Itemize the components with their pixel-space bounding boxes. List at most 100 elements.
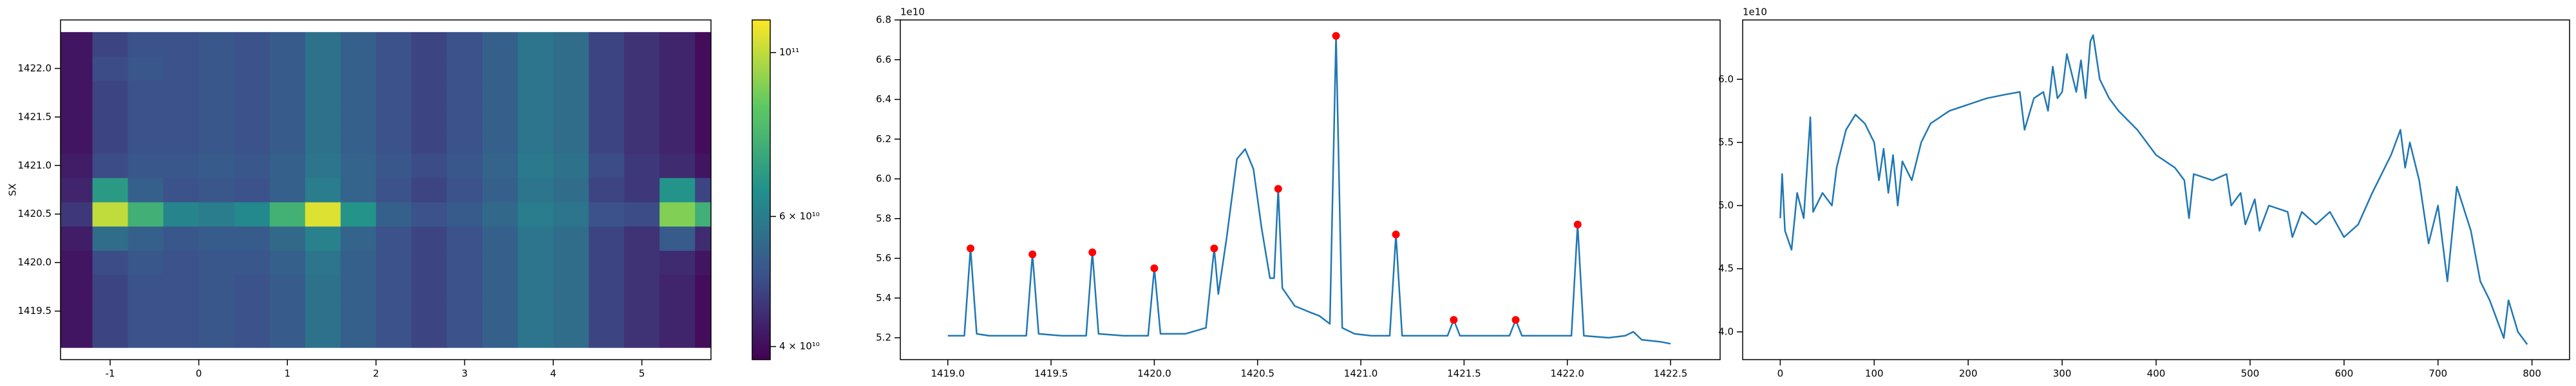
peak-marker [967,244,975,253]
heatmap-cell [482,153,518,178]
heatmap-cell [375,275,412,300]
x-tick-label: 1 [284,368,290,380]
heatmap-cell [553,178,589,203]
heatmap-cell [61,275,93,300]
heatmap-cell [446,201,483,227]
heatmap-cell [375,226,412,251]
peak-marker [1332,32,1340,40]
heatmap-cell [198,275,235,300]
heatmap-cell [589,105,625,130]
x-tick-label: 5 [639,368,645,380]
x-tick-label: -1 [106,368,115,380]
heatmap-cell [269,323,306,348]
heatmap-cell [375,129,412,154]
heatmap-cell [518,105,554,130]
heatmap-cell [305,226,341,251]
heatmap-cell [553,275,589,300]
y-tick-label: 6.0 [1718,73,1734,85]
heatmap-cell [553,250,589,275]
heatmap-cell [61,129,93,154]
heatmap-cell [234,80,270,106]
peak-marker [1210,244,1218,253]
heatmap-cell [659,153,696,178]
heatmap-cell [340,275,377,300]
heatmap-cell [128,275,164,300]
heatmap-cell [375,178,412,203]
heatmap-cell [198,323,235,348]
heatmap-cell [92,153,129,178]
heatmap-cell [518,299,554,324]
heatmap-cell [446,153,483,178]
heatmap-cell [553,80,589,106]
heatmap-cell [198,226,235,251]
heatmap-cell [305,105,341,130]
heatmap-cell [518,201,554,227]
heatmap-cell [482,56,518,81]
heatmap-cell [411,226,448,251]
heatmap-cell [340,105,377,130]
heatmap-cell [305,323,341,348]
peak-marker [1088,248,1097,257]
heatmap-cell [340,153,377,178]
heatmap-cell [92,56,129,81]
heatmap-cell [61,323,93,348]
heatmap-cell [61,153,93,178]
x-tick-label: 500 [2241,368,2260,380]
heatmap-cell [482,250,518,275]
y-tick-label: 1421.0 [18,160,52,171]
heatmap-cell [624,153,660,178]
heatmap-cell [163,226,200,251]
heatmap-cell [269,153,306,178]
heatmap-cell [269,105,306,130]
heatmap-cell [305,178,341,203]
heatmap-cell [163,56,200,81]
heatmap-cell [695,80,711,106]
heatmap-cell [92,226,129,251]
heatmap-cell [553,323,589,348]
heatmap-cell [269,178,306,203]
heatmap-cell [624,323,660,348]
heatmap-cell [482,226,518,251]
heatmap-cell [340,250,377,275]
heatmap-cell [589,56,625,81]
heatmap-cell [695,32,711,57]
heatmap-cell [163,299,200,324]
heatmap-cell [659,32,696,57]
heatmap-cell [553,129,589,154]
heatmap-cell [553,32,589,57]
heatmap-cell [92,80,129,106]
heatmap-cell [234,56,270,81]
heatmap-cell [340,323,377,348]
heatmap-cell [624,178,660,203]
heatmap-cell [198,56,235,81]
heatmap-cell [128,201,164,227]
heatmap-cell [695,153,711,178]
heatmap-cell [163,80,200,106]
y-tick-label: 6.0 [876,173,891,185]
heatmap-cell [340,80,377,106]
peak-marker [1511,316,1520,324]
heatmap-cell [659,226,696,251]
heatmap-cell [92,201,129,227]
heatmap-cell [61,299,93,324]
plot-area [947,35,1671,345]
heatmap-cell [163,275,200,300]
y-tick-label: 5.5 [1718,136,1734,148]
heatmap-cell [695,201,711,227]
heatmap-cell [234,32,270,57]
heatmap-cell [624,105,660,130]
y-tick-label: 1421.5 [18,111,52,122]
heatmap-cell [695,226,711,251]
heatmap-cell [269,201,306,227]
peak-marker [1392,230,1400,239]
heatmap-cell [163,201,200,227]
heatmap-cell [624,250,660,275]
colorbar-frame [752,19,771,360]
heatmap-cell [163,105,200,130]
heatmap-cell [624,80,660,106]
y-tick-label: 1422.0 [18,62,52,74]
colorbar-tick-label: 10¹¹ [779,46,799,58]
heatmap-cell [553,56,589,81]
heatmap-cell [482,178,518,203]
heatmap-cell [589,32,625,57]
